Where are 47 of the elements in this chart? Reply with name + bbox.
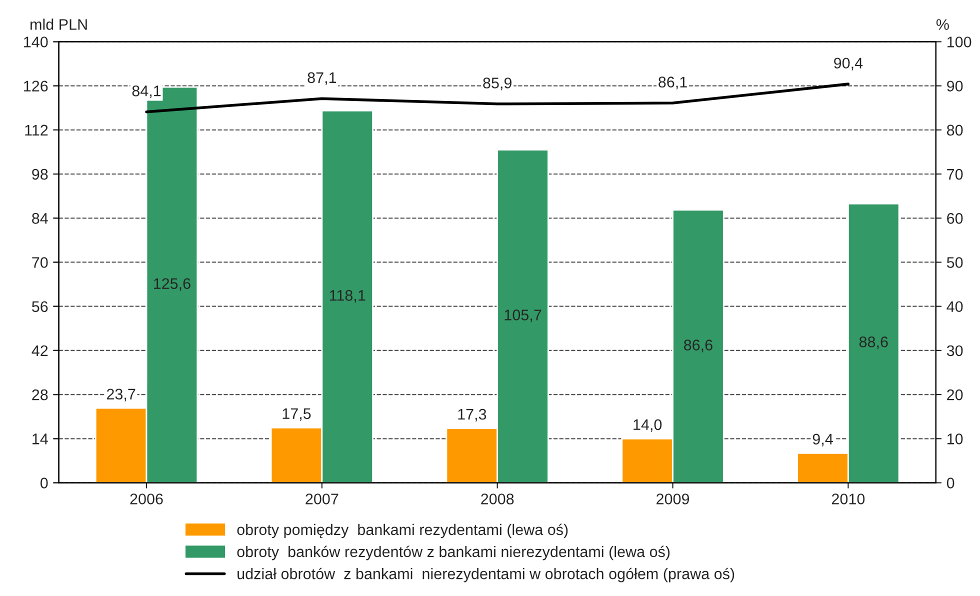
y-tick-label: 14 (32, 434, 48, 444)
data-label: 87,1 (308, 72, 336, 85)
data-label: 125,6 (154, 278, 190, 291)
data-label: 88,6 (859, 336, 888, 350)
y2-tick-label: 0 (946, 478, 954, 488)
y2-axis-title: % (936, 19, 949, 30)
data-label: 85,9 (483, 78, 512, 90)
data-label: 9,4 (812, 434, 833, 446)
data-label: 86,6 (684, 340, 712, 352)
data-label: 14,0 (634, 419, 662, 432)
data-label: 17,5 (282, 408, 311, 421)
x-tick-label: 2007 (306, 494, 338, 504)
x-tick-label: 2008 (481, 494, 514, 504)
y-axis-title: mld PLN (30, 18, 87, 30)
y-tick-label: 56 (32, 301, 48, 312)
data-label: 17,3 (458, 408, 486, 422)
y2-tick-label: 100 (947, 36, 972, 48)
data-label: 23,7 (106, 388, 136, 402)
legend-label: obroty banków rezydentów z bankami nierezydentami (lewa oś) (237, 546, 670, 560)
data-label: 105,7 (504, 310, 542, 322)
legend-label: obroty pomiędzy bankami rezydentami (lewa oś) (237, 524, 568, 538)
y2-tick-label: 10 (947, 434, 963, 444)
y-tick-label: 42 (32, 345, 48, 356)
y2-tick-label: 90 (947, 80, 963, 92)
y-tick-label: 84 (32, 213, 48, 224)
data-label: 118,1 (330, 290, 366, 303)
data-label: 90,4 (834, 58, 863, 70)
y-tick-label: 126 (24, 80, 48, 92)
x-tick-label: 2006 (130, 494, 163, 504)
y2-tick-label: 60 (947, 213, 963, 224)
y2-tick-label: 40 (946, 301, 963, 312)
y2-tick-label: 50 (946, 257, 963, 268)
legend-label: udział obrotów z bankami nierezydentami w obrotach ogółem (prawa oś) (238, 568, 734, 582)
y2-tick-label: 80 (946, 124, 963, 136)
y-tick-label: 112 (25, 124, 48, 136)
x-tick-label: 2009 (656, 494, 690, 504)
data-label: 84,1 (132, 86, 161, 98)
x-tick-label: 2010 (832, 494, 865, 504)
y2-tick-label: 20 (947, 389, 963, 400)
y-tick-label: 28 (32, 389, 48, 400)
y-tick-label: 140 (24, 36, 48, 48)
data-label: 86,1 (658, 76, 687, 90)
y-tick-label: 98 (32, 168, 48, 180)
y2-tick-label: 70 (947, 168, 963, 180)
y-tick-label: 70 (32, 257, 48, 268)
y-tick-label: 0 (40, 478, 48, 488)
y2-tick-label: 30 (946, 345, 963, 356)
